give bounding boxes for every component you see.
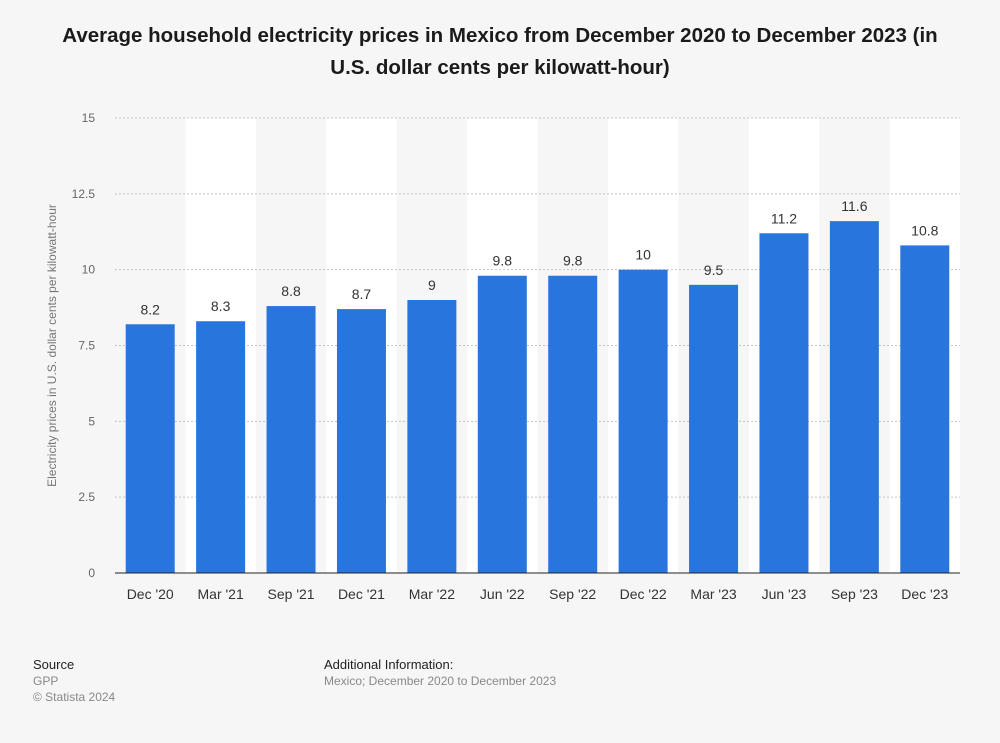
data-label: 9 <box>428 277 436 293</box>
data-label: 10 <box>635 247 651 263</box>
bar <box>829 221 879 573</box>
bar <box>618 269 668 573</box>
x-tick-label: Mar '22 <box>409 586 455 602</box>
bar <box>125 324 175 573</box>
x-tick-label: Sep '23 <box>831 586 878 602</box>
y-tick-label: 12.5 <box>72 187 96 201</box>
additional-info-text: Mexico; December 2020 to December 2023 <box>324 674 557 688</box>
bar <box>689 284 739 573</box>
x-tick-label: Dec '21 <box>338 586 385 602</box>
value-labels: 8.2 8.3 8.8 8.7 9 9.8 9.8 10 9.5 11.2 11.6 10.8 <box>140 198 938 317</box>
chart-title: Average household electricity prices in … <box>62 24 938 79</box>
additional-info-heading: Additional Information: <box>324 657 454 672</box>
y-tick-label: 0 <box>88 566 95 580</box>
source-name: GPP <box>33 674 59 688</box>
x-axis-ticks: Dec '20 Mar '21 Sep '21 Dec '21 Mar '22 Jun '… <box>127 586 949 602</box>
y-axis-ticks: 0 2.5 5 7.5 10 12.5 15 <box>72 111 96 580</box>
x-tick-label: Jun '23 <box>762 586 807 602</box>
data-label: 11.6 <box>841 198 867 214</box>
data-label: 8.7 <box>352 286 372 302</box>
x-tick-label: Sep '21 <box>268 586 315 602</box>
bar <box>759 233 809 573</box>
copyright: © Statista 2024 <box>33 690 116 704</box>
data-label: 9.8 <box>493 253 513 269</box>
bar <box>336 309 386 573</box>
bar <box>477 275 527 573</box>
data-label: 11.2 <box>771 210 797 226</box>
bar <box>407 300 457 573</box>
x-tick-label: Dec '22 <box>620 586 667 602</box>
x-tick-label: Mar '21 <box>198 586 244 602</box>
data-label: 8.8 <box>281 283 301 299</box>
x-tick-label: Sep '22 <box>549 586 596 602</box>
y-tick-label: 10 <box>82 263 96 277</box>
x-tick-label: Dec '20 <box>127 586 174 602</box>
data-label: 10.8 <box>911 222 938 238</box>
data-label: 9.5 <box>704 262 724 278</box>
source-block: Source GPP © Statista 2024 <box>33 657 115 705</box>
bar <box>548 275 598 573</box>
y-tick-label: 2.5 <box>78 490 95 504</box>
y-tick-label: 5 <box>88 414 95 428</box>
bar <box>196 321 246 573</box>
additional-info-block: Additional Information: Mexico; December… <box>324 657 556 689</box>
bar <box>900 245 950 573</box>
data-label: 9.8 <box>563 253 583 269</box>
x-tick-label: Dec '23 <box>901 586 948 602</box>
x-tick-label: Jun '22 <box>480 586 525 602</box>
data-label: 8.2 <box>140 301 160 317</box>
gridlines <box>115 117 960 498</box>
bar <box>266 306 316 573</box>
y-axis-label: Electricity prices in U.S. dollar cents … <box>45 204 59 487</box>
y-tick-label: 15 <box>82 111 96 125</box>
x-tick-label: Mar '23 <box>690 586 736 602</box>
y-tick-label: 7.5 <box>78 339 95 353</box>
data-label: 8.3 <box>211 298 231 314</box>
bars <box>125 221 950 573</box>
source-heading: Source <box>33 657 75 672</box>
